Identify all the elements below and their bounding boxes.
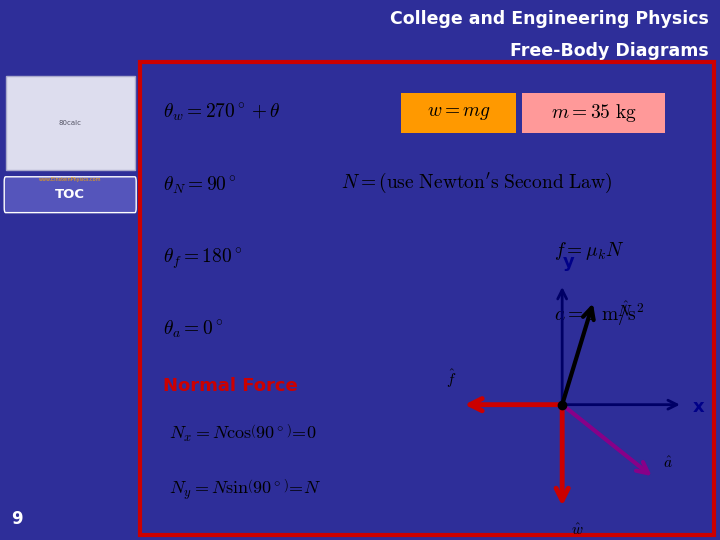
Text: $m = 35\ \mathrm{kg}$: $m = 35\ \mathrm{kg}$: [551, 102, 636, 124]
Text: Free-Body Diagrams: Free-Body Diagrams: [510, 42, 709, 60]
Text: $\theta_f = 180^\circ$: $\theta_f = 180^\circ$: [163, 246, 243, 271]
Text: x: x: [693, 398, 705, 416]
Text: $\hat{f}$: $\hat{f}$: [446, 368, 456, 390]
Text: $a = 1\ \mathrm{m/s}^2$: $a = 1\ \mathrm{m/s}^2$: [554, 302, 644, 328]
FancyBboxPatch shape: [6, 77, 135, 170]
Text: $N = (\mathrm{use\ Newton's\ Second\ Law})$: $N = (\mathrm{use\ Newton's\ Second\ Law…: [341, 171, 613, 194]
Text: $N_y = N\sin\!\left(90^\circ\right)\!=\!N$: $N_y = N\sin\!\left(90^\circ\right)\!=\!…: [169, 477, 321, 502]
FancyBboxPatch shape: [522, 93, 665, 133]
FancyBboxPatch shape: [402, 93, 516, 133]
Text: Normal Force: Normal Force: [163, 377, 298, 395]
Text: 9: 9: [12, 510, 23, 528]
Text: $\theta_a = 0^\circ$: $\theta_a = 0^\circ$: [163, 318, 224, 340]
FancyBboxPatch shape: [4, 177, 136, 213]
Text: www.EinsteinPhysics.com: www.EinsteinPhysics.com: [39, 177, 102, 181]
Text: College and Engineering Physics: College and Engineering Physics: [390, 10, 709, 28]
Text: $N_x = N\cos\!\left(90^\circ\right)\!=\!0$: $N_x = N\cos\!\left(90^\circ\right)\!=\!…: [169, 422, 317, 443]
Text: $\hat{w}$: $\hat{w}$: [571, 523, 583, 538]
Text: TOC: TOC: [55, 188, 85, 201]
Text: $\hat{a}$: $\hat{a}$: [662, 456, 672, 471]
Text: y: y: [563, 253, 575, 271]
Text: $\theta_w = 270^\circ + \theta$: $\theta_w = 270^\circ + \theta$: [163, 101, 281, 123]
Text: $w = mg$: $w = mg$: [427, 103, 491, 122]
Text: $\theta_N = 90^\circ$: $\theta_N = 90^\circ$: [163, 174, 238, 196]
Text: $f = \mu_k N$: $f = \mu_k N$: [554, 240, 624, 262]
Text: $\hat{N}$: $\hat{N}$: [617, 300, 632, 320]
Text: 80calc: 80calc: [59, 120, 81, 126]
